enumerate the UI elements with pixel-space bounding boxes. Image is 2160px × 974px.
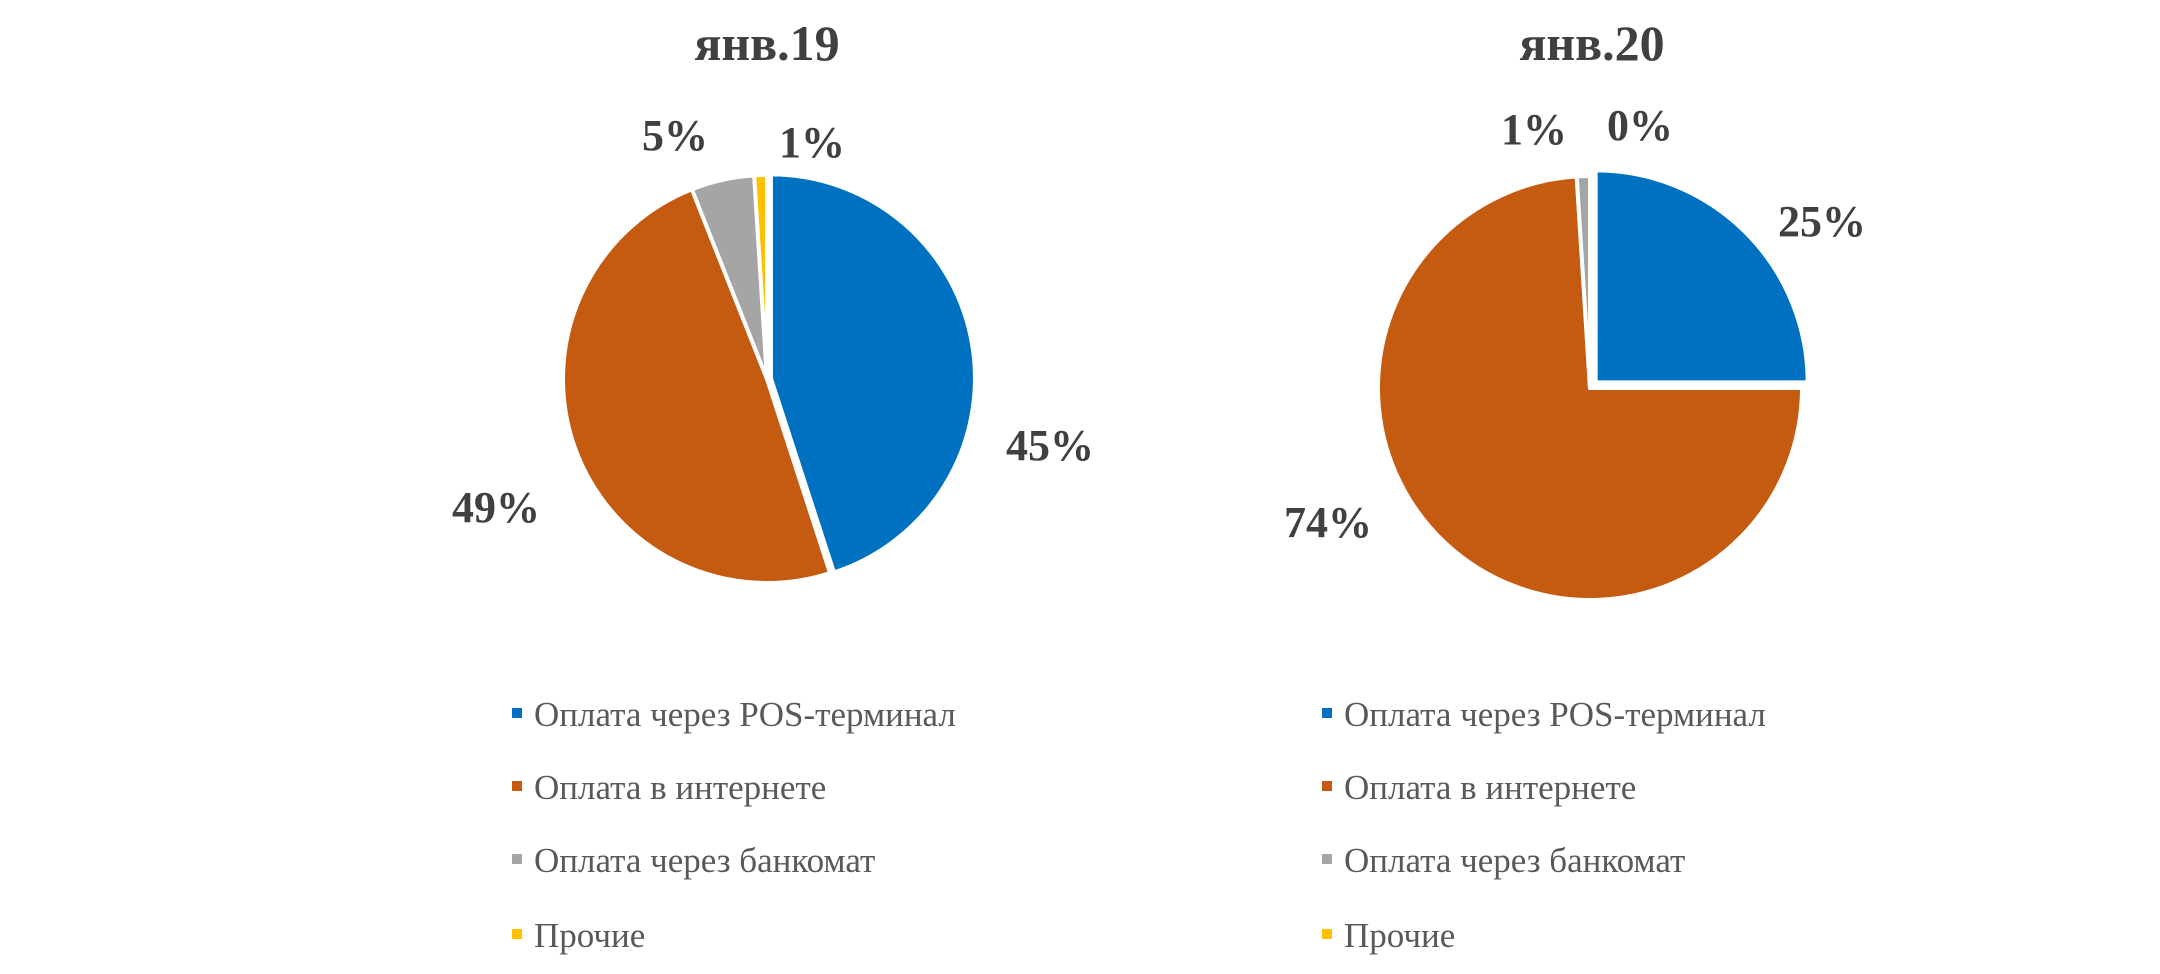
legend: Оплата через POS-терминал Оплата в интерн… bbox=[1322, 695, 1766, 955]
legend-marker bbox=[1322, 854, 1332, 864]
legend-marker bbox=[1322, 781, 1332, 791]
legend-label: Оплата через банкомат bbox=[534, 841, 875, 880]
pie-slice bbox=[561, 187, 833, 585]
data-label: 1% bbox=[1501, 105, 1567, 154]
pie-chart-jan20: янв.20 25% 74% 1% 0% Оплата через POS-те… bbox=[1284, 15, 1866, 955]
chart-title: янв.20 bbox=[1519, 15, 1664, 71]
legend-item: Оплата через банкомат bbox=[1322, 841, 1685, 880]
data-label: 49% bbox=[452, 483, 540, 532]
data-label: 0% bbox=[1607, 101, 1673, 150]
legend-item: Оплата в интернете bbox=[512, 768, 826, 807]
legend-label: Оплата в интернете bbox=[1344, 768, 1636, 807]
legend: Оплата через POS-терминал Оплата в интерн… bbox=[512, 695, 956, 955]
legend-item: Прочие bbox=[512, 916, 645, 955]
legend-marker bbox=[1322, 929, 1332, 939]
legend-item: Оплата через банкомат bbox=[512, 841, 875, 880]
data-label: 5% bbox=[642, 111, 708, 160]
legend-label: Оплата через POS-терминал bbox=[1344, 695, 1766, 734]
legend-marker bbox=[512, 854, 522, 864]
pie-chart-jan19: янв.19 45% 49% 5% 1% Оплата через POS-те… bbox=[452, 15, 1094, 955]
legend-label: Прочие bbox=[534, 916, 645, 955]
data-label: 45% bbox=[1006, 421, 1094, 470]
chart-title: янв.19 bbox=[694, 15, 839, 71]
legend-label: Оплата через POS-терминал bbox=[534, 695, 956, 734]
pie-slice bbox=[1593, 168, 1810, 385]
pie-slice bbox=[752, 173, 769, 381]
legend-marker bbox=[1322, 708, 1332, 718]
legend-item: Оплата через POS-терминал bbox=[512, 695, 956, 734]
legend-item: Прочие bbox=[1322, 916, 1455, 955]
legend-label: Оплата в интернете bbox=[534, 768, 826, 807]
legend-marker bbox=[512, 708, 522, 718]
legend-label: Оплата через банкомат bbox=[1344, 841, 1685, 880]
legend-label: Прочие bbox=[1344, 916, 1455, 955]
data-label: 74% bbox=[1284, 498, 1372, 547]
legend-marker bbox=[512, 781, 522, 791]
legend-item: Оплата через POS-терминал bbox=[1322, 695, 1766, 734]
legend-marker bbox=[512, 929, 522, 939]
legend-item: Оплата в интернете bbox=[1322, 768, 1636, 807]
data-label: 25% bbox=[1778, 197, 1866, 246]
pie-slice bbox=[768, 172, 977, 575]
data-label: 1% bbox=[779, 118, 845, 167]
